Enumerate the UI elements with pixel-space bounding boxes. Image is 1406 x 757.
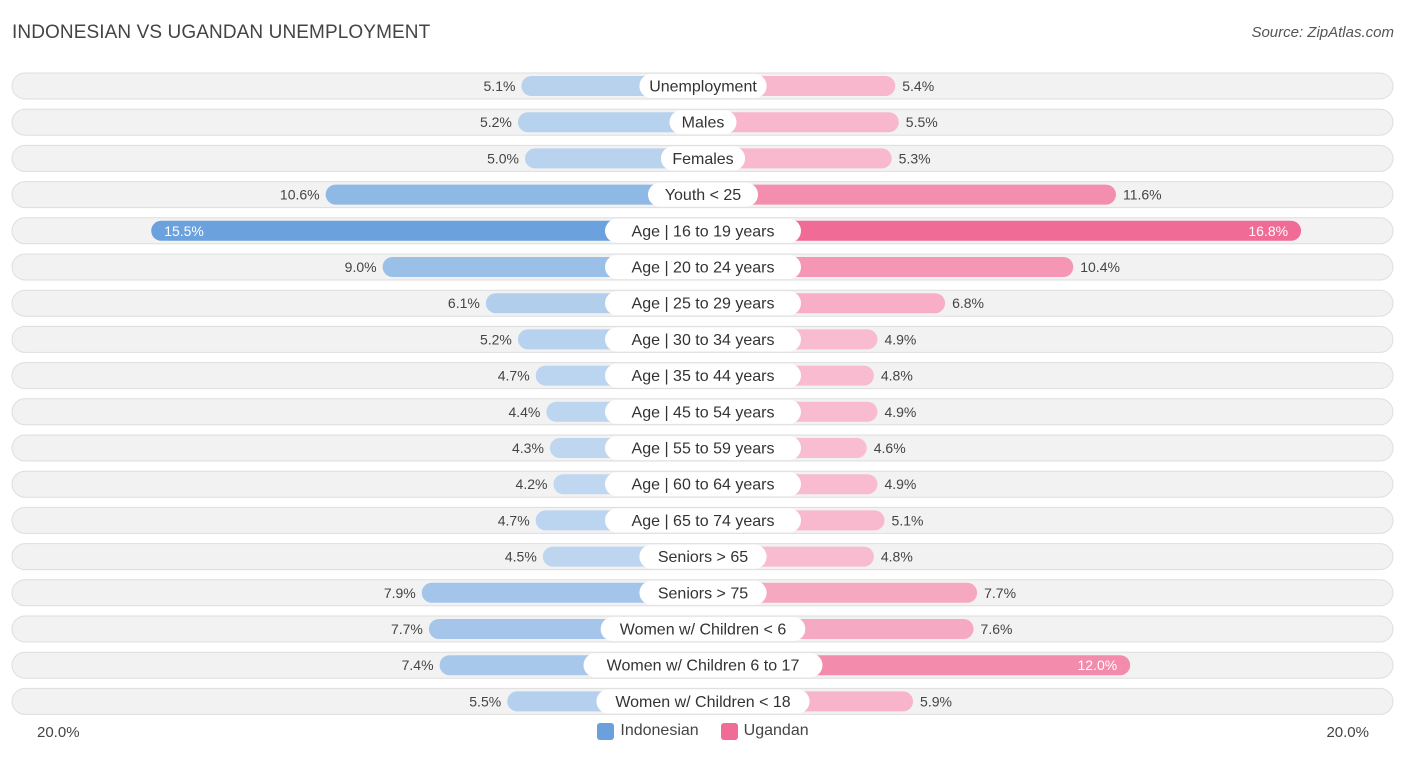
value-label-ugandan-age-60-to-64-years: 4.9% [884,476,916,492]
bar-indonesian-females [525,148,703,169]
category-label-males: Males [682,115,725,132]
axis-right-label: 20.0% [1326,724,1369,741]
value-label-indonesian-age-65-to-74-years: 4.7% [498,512,530,528]
value-label-indonesian-females: 5.0% [487,150,519,166]
bar-ugandan-youth-25 [703,184,1116,205]
chart-title: INDONESIAN VS UGANDAN UNEMPLOYMENT [12,22,431,43]
category-pill-seniors-65 [639,544,767,569]
category-label-age-16-to-19-years: Age | 16 to 19 years [632,223,775,240]
value-label-ugandan-women-w-children-18: 5.9% [920,693,952,709]
category-pill-age-30-to-34-years [605,327,801,352]
source-note: Source: ZipAtlas.com [1251,24,1394,41]
value-label-ugandan-females: 5.3% [899,150,931,166]
bar-ugandan-males [703,112,899,133]
value-label-ugandan-unemployment: 5.4% [902,78,934,94]
bar-indonesian-males [517,112,703,133]
category-label-youth-25: Youth < 25 [665,187,741,204]
category-pill-youth-25 [648,182,758,207]
category-label-age-55-to-59-years: Age | 55 to 59 years [632,441,775,458]
value-label-indonesian-age-35-to-44-years: 4.7% [498,368,530,384]
value-label-ugandan-seniors-75: 7.7% [984,585,1016,601]
value-label-ugandan-age-55-to-59-years: 4.6% [874,440,906,456]
category-pill-women-w-children-18 [596,689,810,714]
legend-item-indonesian: Indonesian [597,722,699,740]
category-label-women-w-children-6-to-17: Women w/ Children 6 to 17 [607,658,800,675]
category-pill-age-16-to-19-years [605,218,801,243]
value-label-ugandan-age-30-to-34-years: 4.9% [884,331,916,347]
value-label-indonesian-age-30-to-34-years: 5.2% [480,331,512,347]
value-label-ugandan-age-16-to-19-years: 16.8% [1248,223,1288,239]
axis-left-label: 20.0% [37,724,80,741]
category-pill-age-20-to-24-years [605,255,801,279]
category-pill-age-25-to-29-years [605,291,801,316]
legend-swatch-ugandan [720,722,738,740]
category-pill-unemployment [639,74,767,98]
value-label-ugandan-males: 5.5% [906,114,938,130]
value-label-indonesian-women-w-children-6-to-17: 7.4% [402,657,434,673]
value-label-indonesian-youth-25: 10.6% [280,187,320,203]
category-label-age-20-to-24-years: Age | 20 to 24 years [632,260,775,277]
value-label-ugandan-youth-25: 11.6% [1123,187,1162,203]
value-label-ugandan-women-w-children-6: 7.6% [981,621,1013,637]
category-label-age-35-to-44-years: Age | 35 to 44 years [632,368,775,385]
category-label-age-45-to-54-years: Age | 45 to 54 years [632,404,775,421]
value-label-indonesian-age-16-to-19-years: 15.5% [164,223,204,239]
category-label-age-60-to-64-years: Age | 60 to 64 years [632,477,775,494]
category-pill-females [660,146,746,171]
category-pill-age-55-to-59-years [605,436,801,460]
category-label-seniors-65: Seniors > 65 [658,549,748,566]
category-label-women-w-children-6: Women w/ Children < 6 [620,622,787,639]
category-label-females: Females [672,151,733,168]
category-label-age-30-to-34-years: Age | 30 to 34 years [632,332,775,349]
value-label-indonesian-age-60-to-64-years: 4.2% [516,476,548,492]
legend-label-indonesian: Indonesian [620,722,699,739]
category-pill-women-w-children-6 [600,617,806,641]
value-label-ugandan-age-65-to-74-years: 5.1% [892,512,924,528]
value-label-ugandan-age-25-to-29-years: 6.8% [952,295,984,311]
legend: Indonesian Ugandan [0,722,1406,740]
category-pill-age-65-to-74-years [605,508,801,533]
value-label-ugandan-seniors-65: 4.8% [881,549,913,565]
value-label-indonesian-seniors-65: 4.5% [505,549,537,565]
category-label-seniors-75: Seniors > 75 [658,585,748,602]
category-label-age-25-to-29-years: Age | 25 to 29 years [632,296,775,313]
bar-ugandan-age-16-to-19-years [703,220,1302,241]
category-pill-women-w-children-6-to-17 [583,653,823,678]
legend-label-ugandan: Ugandan [743,722,809,739]
category-label-age-65-to-74-years: Age | 65 to 74 years [632,513,775,530]
diverging-bar-chart: 5.1% 5.4% Unemployment 5.2% 5.5% Males 5.0% 5.3… [11,72,1394,715]
bar-indonesian-age-16-to-19-years [151,220,703,241]
bar-ugandan-females [703,148,892,169]
value-label-ugandan-age-45-to-54-years: 4.9% [884,404,916,420]
value-label-indonesian-males: 5.2% [480,114,512,130]
value-label-indonesian-seniors-75: 7.9% [384,585,416,601]
bar-indonesian-seniors-75 [421,582,703,603]
value-label-indonesian-women-w-children-6: 7.7% [391,621,423,637]
category-label-women-w-children-18: Women w/ Children < 18 [615,694,790,711]
category-label-unemployment: Unemployment [649,79,757,96]
value-label-indonesian-age-20-to-24-years: 9.0% [345,259,377,275]
value-label-ugandan-age-20-to-24-years: 10.4% [1080,259,1120,275]
value-label-indonesian-unemployment: 5.1% [484,78,516,94]
value-label-indonesian-women-w-children-18: 5.5% [469,693,501,709]
legend-swatch-indonesian [597,722,615,740]
value-label-ugandan-women-w-children-6-to-17: 12.0% [1077,657,1117,673]
category-pill-males [669,110,737,135]
value-label-ugandan-age-35-to-44-years: 4.8% [881,368,913,384]
bar-ugandan-seniors-75 [703,582,978,603]
category-pill-age-35-to-44-years [605,363,801,388]
value-label-indonesian-age-55-to-59-years: 4.3% [512,440,544,456]
category-pill-age-60-to-64-years [605,472,801,497]
bar-indonesian-youth-25 [325,184,703,205]
legend-item-ugandan: Ugandan [720,722,809,740]
value-label-indonesian-age-25-to-29-years: 6.1% [448,295,480,311]
category-pill-seniors-75 [639,580,767,605]
value-label-indonesian-age-45-to-54-years: 4.4% [508,404,540,420]
category-pill-age-45-to-54-years [605,399,801,424]
